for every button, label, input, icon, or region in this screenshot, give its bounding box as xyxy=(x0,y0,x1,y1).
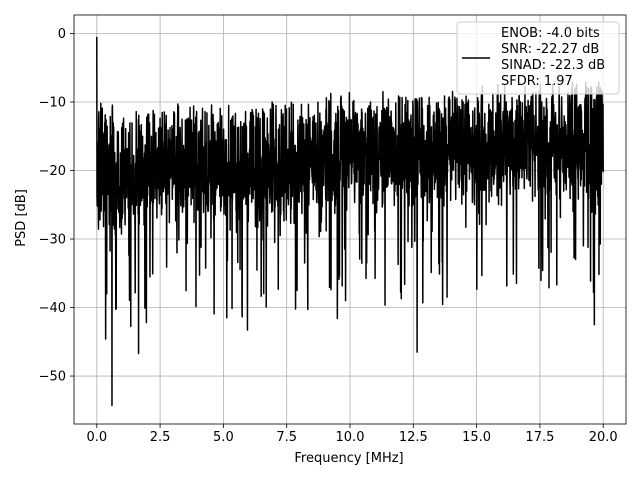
x-tick-label: 2.5 xyxy=(150,430,171,445)
axis-ticks: 0.0 2.5 5.0 7.5 10.0 12.5 15.0 17.5 20.0 0 −10 −20 −… xyxy=(39,27,618,445)
x-tick-label: 10.0 xyxy=(336,430,365,445)
psd-series xyxy=(96,36,604,407)
y-tick-label: −10 xyxy=(39,96,66,111)
legend-entry: ENOB: -4.0 bits xyxy=(501,26,600,41)
y-axis-label: PSD [dB] xyxy=(14,189,29,247)
x-tick-label: 12.5 xyxy=(399,430,428,445)
x-tick-label: 7.5 xyxy=(276,430,297,445)
x-tick-label: 17.5 xyxy=(525,430,554,445)
legend-entry: SINAD: -22.3 dB xyxy=(501,58,605,73)
psd-line xyxy=(96,36,604,407)
y-tick-label: −30 xyxy=(39,233,66,248)
y-tick-label: −20 xyxy=(39,164,66,179)
x-tick-label: 0.0 xyxy=(86,430,107,445)
legend-box xyxy=(456,21,620,95)
y-tick-label: −40 xyxy=(39,301,66,316)
x-tick-label: 20.0 xyxy=(589,430,618,445)
x-tick-label: 5.0 xyxy=(213,430,234,445)
x-tick-label: 15.0 xyxy=(462,430,491,445)
legend-entry: SNR: -22.27 dB xyxy=(501,42,599,57)
x-axis-label: Frequency [MHz] xyxy=(294,451,403,466)
y-tick-label: −50 xyxy=(39,370,66,385)
legend-entry: SFDR: 1.97 xyxy=(501,74,573,89)
y-tick-label: 0 xyxy=(58,27,66,42)
